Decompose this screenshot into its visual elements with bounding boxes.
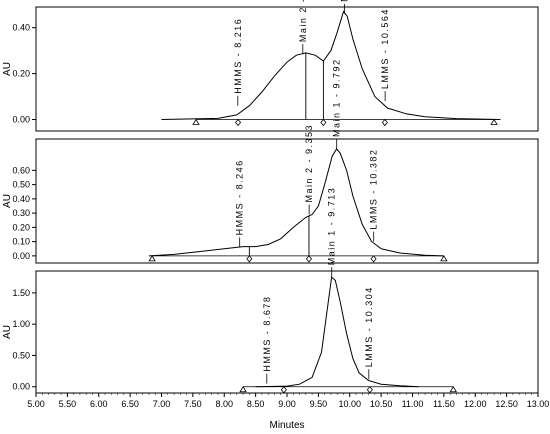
- baseline-triangle-marker: [449, 385, 457, 393]
- x-tick-label: 6.50: [121, 399, 139, 409]
- x-tick-label: 9.00: [278, 399, 296, 409]
- panel-frame: [35, 270, 539, 394]
- panel-frame: [35, 138, 539, 264]
- baseline-diamond-marker: [370, 255, 377, 263]
- y-tick-label: 0.20: [12, 69, 30, 79]
- chromatogram-trace: [148, 148, 444, 257]
- x-tick-label: 12.00: [464, 399, 487, 409]
- y-tick-label: 1.50: [12, 288, 30, 298]
- x-axis: 5.00 5.50 6.00 6.50 7.00 7.50 8.00 8.50 9.00 9.50…: [27, 393, 549, 409]
- peak-label: Main 2 - 9.353: [304, 124, 314, 203]
- y-tick-label: 0.50: [12, 350, 30, 360]
- baseline-triangle-marker: [440, 255, 448, 262]
- baseline-diamond-marker: [235, 118, 242, 127]
- chromatogram-trace: [255, 276, 419, 388]
- y-tick-label: 1.00: [12, 319, 30, 329]
- peak-label: Main 1 - 9.916: [339, 0, 349, 2]
- y-axis-label: AU: [2, 194, 13, 208]
- chromatogram-panel-top: 0.00 0.20 0.40 AU HMMS - 8.216 Main 2 - 9.252…: [2, 0, 539, 132]
- y-tick-label: 0.00: [12, 382, 30, 392]
- x-tick-label: 8.00: [215, 399, 233, 409]
- x-tick-label: 7.00: [153, 399, 171, 409]
- peak-label: Main 1 - 9.713: [327, 187, 337, 266]
- x-tick-label: 6.00: [90, 399, 108, 409]
- x-axis-label: Minutes: [269, 420, 304, 431]
- y-tick-label: 0.50: [12, 180, 30, 190]
- chromatogram-trace: [161, 10, 501, 120]
- y-tick-label: 0.00: [12, 115, 30, 125]
- peak-label: LMMS - 10.382: [369, 149, 379, 230]
- y-tick-label: 0.40: [12, 194, 30, 204]
- x-tick-label: 5.50: [59, 399, 77, 409]
- y-tick-label: 0.00: [12, 251, 30, 261]
- x-tick-label: 10.00: [338, 399, 361, 409]
- baseline-diamond-marker: [320, 118, 327, 127]
- x-tick-label: 9.50: [310, 399, 328, 409]
- x-tick-label: 8.50: [247, 399, 265, 409]
- peak-label: LMMS - 10.304: [364, 286, 374, 367]
- x-tick-label: 11.50: [433, 399, 455, 409]
- baseline-diamond-marker: [305, 255, 312, 263]
- x-tick-label: 13.00: [527, 399, 550, 409]
- peak-label: Main 2 - 9.252: [298, 0, 308, 42]
- x-tick-label: 12.50: [495, 399, 518, 409]
- y-axis-label: AU: [2, 325, 13, 339]
- chromatogram-panel-bottom: 0.00 0.50 1.00 1.50 AU HMMS - 8.678 Main 1 - 9…: [2, 187, 539, 394]
- baseline-triangle-marker: [239, 385, 247, 393]
- x-tick-label: 5.00: [27, 399, 45, 409]
- peak-label: HMMS - 8.246: [235, 159, 245, 235]
- chromatogram-panel-middle: 0.00 0.10 0.20 0.30 0.40 0.50 0.60 AU HMMS - 8.2…: [2, 58, 539, 264]
- y-tick-label: 0.20: [12, 222, 30, 232]
- baseline-diamond-marker: [381, 118, 388, 127]
- x-tick-label: 7.50: [184, 399, 202, 409]
- peak-label: HMMS - 8.216: [233, 18, 243, 94]
- peak-label: HMMS - 8.678: [262, 296, 272, 372]
- baseline-diamond-marker: [366, 386, 373, 394]
- peak-label: Main 1 - 9.792: [332, 58, 342, 137]
- y-axis-label: AU: [2, 62, 13, 76]
- y-tick-label: 0.40: [12, 23, 30, 33]
- x-tick-label: 10.50: [370, 399, 393, 409]
- x-tick-label: 11.00: [402, 399, 424, 409]
- baseline-triangle-marker: [148, 255, 156, 262]
- peak-label: LMMS - 10.564: [380, 8, 390, 89]
- baseline-triangle-marker: [192, 118, 200, 125]
- baseline-triangle-marker: [490, 118, 498, 125]
- y-tick-label: 0.10: [12, 237, 30, 247]
- baseline-diamond-marker: [246, 255, 253, 263]
- y-tick-label: 0.60: [12, 165, 30, 175]
- baseline-diamond-marker: [280, 386, 287, 394]
- y-tick-label: 0.30: [12, 208, 30, 218]
- panel-frame: [35, 6, 539, 132]
